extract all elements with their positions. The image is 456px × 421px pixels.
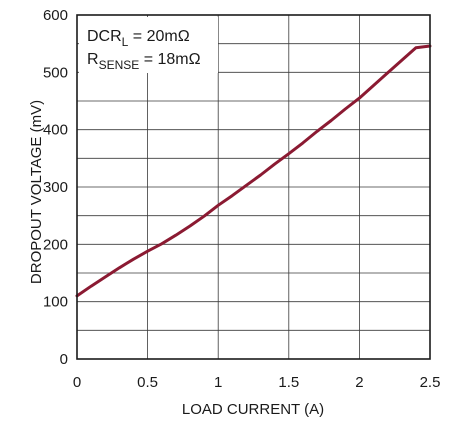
y-tick-label: 500 [43, 64, 68, 81]
y-tick-label: 300 [43, 179, 68, 196]
series-layer [75, 44, 432, 298]
x-tick-label: 2 [355, 374, 363, 391]
plot-frame [76, 14, 431, 360]
x-tick-label: 2.5 [420, 374, 441, 391]
x-tick-label: 0 [73, 374, 81, 391]
y-tick-label: 400 [43, 122, 68, 139]
annotation-line-1: DCRL = 20mΩ [87, 28, 190, 49]
y-axis-title: DROPOUT VOLTAGE (mV) [28, 100, 45, 284]
annotation-line-2: RSENSE = 18mΩ [87, 51, 201, 72]
annotation-box [79, 17, 218, 73]
y-tick-label: 600 [43, 7, 68, 24]
y-tick-label: 200 [43, 236, 68, 253]
x-tick-label: 1.5 [278, 374, 299, 391]
tick-labels: 0 0.5 1 1.5 2 2.5 0 100 200 300 400 500 600 [43, 7, 440, 391]
x-tick-label: 1 [214, 374, 222, 391]
x-axis-title: LOAD CURRENT (A) [182, 401, 324, 418]
y-tick-label: 100 [43, 294, 68, 311]
x-tick-label: 0.5 [137, 374, 158, 391]
series-line [75, 44, 432, 298]
y-tick-label: 0 [60, 351, 68, 368]
